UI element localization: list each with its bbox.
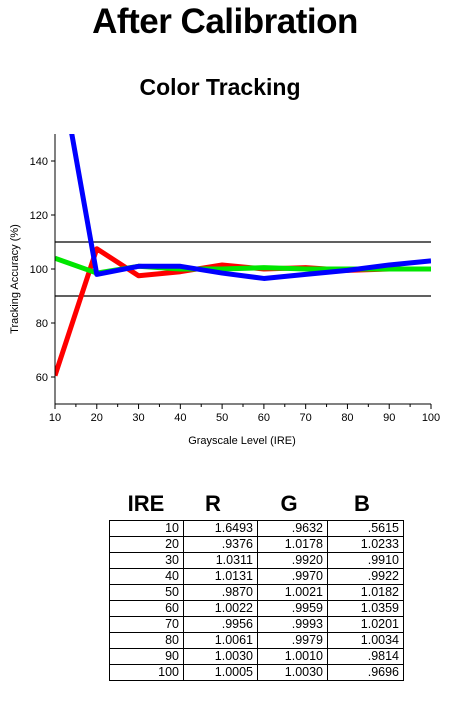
table-cell: .9376 bbox=[183, 536, 258, 553]
table-cell: 1.0311 bbox=[183, 552, 258, 569]
table-cell: 1.0030 bbox=[257, 664, 328, 681]
table-cell: .9910 bbox=[327, 552, 404, 569]
table-cell: 1.0021 bbox=[257, 584, 328, 601]
table-row: 10 1.6493.9632.5615 bbox=[109, 520, 404, 537]
x-tick-label: 50 bbox=[216, 412, 228, 424]
table-cell: 1.0359 bbox=[327, 600, 404, 617]
table-cell: 1.6493 bbox=[183, 520, 258, 537]
table-cell: 70 bbox=[109, 616, 184, 633]
table-cell: 1.0034 bbox=[327, 632, 404, 649]
x-tick-label: 40 bbox=[174, 412, 186, 424]
series-line bbox=[69, 134, 431, 281]
table-cell: .9959 bbox=[257, 600, 328, 617]
table-cell: 80 bbox=[109, 632, 184, 649]
x-tick-label: 10 bbox=[49, 412, 61, 424]
table-row: 60 1.0022.9959 1.0359 bbox=[109, 600, 404, 617]
table-cell: 60 bbox=[109, 600, 184, 617]
table-row: 20.9376 1.0178 1.0233 bbox=[109, 536, 404, 553]
table-row: 70.9956.9993 1.0201 bbox=[109, 616, 404, 633]
y-tick-label: 80 bbox=[36, 318, 48, 330]
table-cell: 1.0030 bbox=[183, 648, 258, 665]
table-row: 40 1.0131.9970.9922 bbox=[109, 568, 404, 585]
y-tick-label: 100 bbox=[30, 264, 48, 276]
table-cell: .9922 bbox=[327, 568, 404, 585]
table-cell: 1.0233 bbox=[327, 536, 404, 553]
table-cell: .9920 bbox=[257, 552, 328, 569]
x-tick-label: 80 bbox=[341, 412, 353, 424]
y-axis-label: Tracking Accuracy (%) bbox=[9, 224, 21, 334]
table-row: 80 1.0061.9979 1.0034 bbox=[109, 632, 404, 649]
table-cell: 1.0182 bbox=[327, 584, 404, 601]
table-cell: 1.0061 bbox=[183, 632, 258, 649]
table-cell: .9970 bbox=[257, 568, 328, 585]
table-row: 90 1.0030 1.0010.9814 bbox=[109, 648, 404, 665]
x-tick-label: 60 bbox=[258, 412, 270, 424]
table-header-r: R bbox=[205, 491, 221, 516]
table-cell: 20 bbox=[109, 536, 184, 553]
table-cell: 10 bbox=[109, 520, 184, 537]
table-cell: .9632 bbox=[257, 520, 328, 537]
table-header-g: G bbox=[280, 491, 298, 516]
x-tick-label: 20 bbox=[91, 412, 103, 424]
table-row: 50.9870 1.0021 1.0182 bbox=[109, 584, 404, 601]
y-tick-label: 60 bbox=[36, 372, 48, 384]
table-header-b: B bbox=[354, 491, 370, 516]
table-cell: 100 bbox=[109, 664, 184, 681]
table-cell: .9696 bbox=[327, 664, 404, 681]
table-cell: 1.0022 bbox=[183, 600, 258, 617]
table-cell: .9993 bbox=[257, 616, 328, 633]
table-cell: .5615 bbox=[327, 520, 404, 537]
x-tick-label: 100 bbox=[422, 412, 440, 424]
calibration-table: 10 1.6493.9632.5615 20.9376 1.0178 1.0233 30 1… bbox=[109, 520, 404, 681]
table-cell: 30 bbox=[109, 552, 184, 569]
table-header-ire: IRE bbox=[127, 491, 165, 516]
chart-title: Color Tracking bbox=[139, 74, 301, 100]
y-tick-label: 140 bbox=[30, 156, 48, 168]
table-cell: .9956 bbox=[183, 616, 258, 633]
x-tick-label: 90 bbox=[383, 412, 395, 424]
x-tick-label: 30 bbox=[132, 412, 144, 424]
table-cell: 1.0178 bbox=[257, 536, 328, 553]
table-cell: 50 bbox=[109, 584, 184, 601]
table-cell: 90 bbox=[109, 648, 184, 665]
table-cell: .9814 bbox=[327, 648, 404, 665]
x-axis-label: Grayscale Level (IRE) bbox=[188, 435, 296, 447]
table-cell: 1.0131 bbox=[183, 568, 258, 585]
table-cell: 40 bbox=[109, 568, 184, 585]
table-cell: 1.0201 bbox=[327, 616, 404, 633]
table-cell: .9870 bbox=[183, 584, 258, 601]
x-tick-label: 70 bbox=[300, 412, 312, 424]
table-row: 100 1.0005 1.0030.9696 bbox=[109, 664, 404, 681]
page-title: After Calibration bbox=[92, 2, 358, 41]
table-cell: .9979 bbox=[257, 632, 328, 649]
table-cell: 1.0010 bbox=[257, 648, 328, 665]
y-tick-label: 120 bbox=[30, 210, 48, 222]
table-row: 30 1.0311.9920.9910 bbox=[109, 552, 404, 569]
tracking-chart: 60 80 100 120 140 10 20 30 40 50 60 70 80 90 100 Graysc… bbox=[9, 134, 440, 447]
table-cell: 1.0005 bbox=[183, 664, 258, 681]
